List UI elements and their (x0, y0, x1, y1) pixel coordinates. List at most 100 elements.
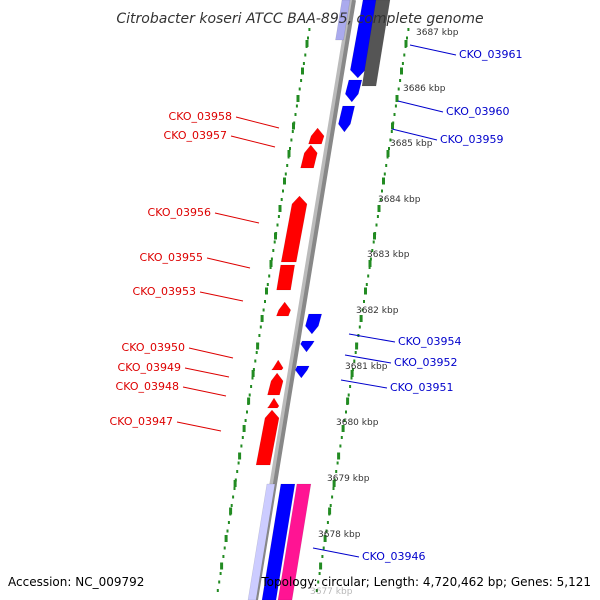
scale-dot (222, 555, 225, 558)
scale-dot (336, 461, 339, 465)
gene-label[interactable]: CKO_03954 (398, 335, 461, 348)
scale-tick (296, 95, 300, 102)
scale-dot (284, 172, 287, 176)
gene-label[interactable]: CKO_03951 (390, 381, 453, 394)
leader-line (340, 379, 388, 389)
scale-dot (232, 495, 235, 499)
scale-dot (399, 79, 402, 82)
scale-tick (350, 370, 354, 377)
scale-dot (326, 521, 329, 524)
forward-gene-shadow (247, 483, 276, 600)
scale-dot (302, 62, 305, 65)
scale-dot (251, 376, 254, 380)
scale-tick (238, 452, 242, 460)
scale-dot (329, 504, 332, 507)
gene-label[interactable]: CKO_03947 (110, 415, 173, 428)
leader-line (184, 367, 230, 378)
scale-dot (230, 504, 233, 507)
genome-summary-text: Topology: circular; Length: 4,720,462 bp… (260, 575, 591, 589)
kbp-label: 3677 kbp (310, 587, 353, 597)
scale-dot (240, 444, 243, 448)
kbp-label: 3681 kbp (345, 362, 388, 372)
gene-label[interactable]: CKO_03953 (133, 285, 196, 298)
scale-dot (340, 436, 343, 439)
scale-tick (400, 67, 403, 75)
kbp-label: 3685 kbp (390, 139, 433, 149)
scale-dot (268, 274, 271, 278)
scale-tick (251, 370, 255, 377)
leader-line (214, 212, 260, 224)
kbp-label: 3682 kbp (356, 306, 399, 316)
leader-line (206, 257, 251, 269)
gene-label[interactable]: CKO_03958 (169, 110, 232, 123)
gene-label[interactable]: CKO_03952 (394, 356, 457, 369)
reverse-gene (255, 409, 280, 466)
gene-label[interactable]: CKO_03959 (440, 133, 503, 146)
scale-dot (375, 223, 378, 227)
scale-tick (359, 315, 363, 322)
scale-dot (407, 28, 410, 31)
scale-dot (318, 572, 321, 575)
scale-dot (282, 189, 284, 193)
gene-label[interactable]: CKO_03949 (118, 361, 181, 374)
forward-gene-shadow (335, 0, 351, 41)
scale-dot (367, 274, 370, 278)
kbp-label: 3686 kbp (403, 84, 446, 94)
gene-label[interactable]: CKO_03950 (122, 341, 185, 354)
scale-tick (386, 150, 390, 157)
scale-dot (291, 130, 294, 133)
forward-gene (261, 483, 296, 600)
gene-label[interactable]: CKO_03955 (140, 251, 203, 264)
scale-tick (233, 480, 237, 487)
scale-dot (286, 164, 289, 167)
reverse-gene (271, 359, 284, 371)
forward-gene (338, 105, 356, 133)
leader-line (230, 135, 276, 148)
scale-dot (246, 410, 248, 414)
scale-tick (229, 507, 233, 515)
scale-tick-marks (220, 40, 408, 570)
gene-label[interactable]: CKO_03946 (362, 550, 425, 563)
leader-line (312, 547, 360, 558)
gene-label[interactable]: CKO_03956 (148, 206, 211, 219)
gene-label[interactable]: CKO_03961 (459, 48, 522, 61)
scale-tick (337, 452, 341, 460)
scale-dot (354, 351, 357, 354)
leader-line (397, 100, 444, 113)
gene-label[interactable]: CKO_03948 (116, 380, 179, 393)
scale-dot (298, 87, 301, 91)
scale-dot (237, 461, 240, 465)
scale-dot (226, 529, 229, 533)
scale-tick (346, 397, 350, 405)
scale-dot (248, 393, 251, 397)
scale-dot (273, 240, 276, 244)
scale-dot (254, 359, 257, 363)
kbp-labels: 3687 kbp 3686 kbp 3685 kbp 3684 kbp 3683… (310, 28, 459, 597)
scale-dot (343, 419, 346, 422)
scale-tick (224, 535, 228, 542)
reverse-gene (308, 127, 325, 145)
scale-dot (325, 529, 328, 533)
scale-tick (328, 507, 332, 515)
scale-tick (332, 480, 336, 487)
scale-dot (280, 198, 283, 201)
scale-dot (388, 147, 390, 150)
scale-dot (372, 240, 375, 244)
scale-dot (272, 249, 275, 252)
scale-dot (321, 555, 324, 558)
reverse-gene (266, 397, 280, 409)
scale-dot (277, 215, 280, 218)
leader-line (176, 421, 222, 432)
leader-line (188, 347, 234, 359)
gene-label[interactable]: CKO_03957 (164, 129, 227, 142)
leader-line (199, 291, 244, 302)
leader-line (409, 44, 457, 56)
scale-tick (377, 205, 381, 212)
leader-line (182, 386, 227, 397)
scale-tick (260, 315, 264, 322)
scale-tick (256, 342, 260, 350)
gene-label[interactable]: CKO_03960 (446, 105, 509, 118)
kbp-label: 3684 kbp (378, 195, 421, 205)
reverse-gene (280, 195, 308, 263)
